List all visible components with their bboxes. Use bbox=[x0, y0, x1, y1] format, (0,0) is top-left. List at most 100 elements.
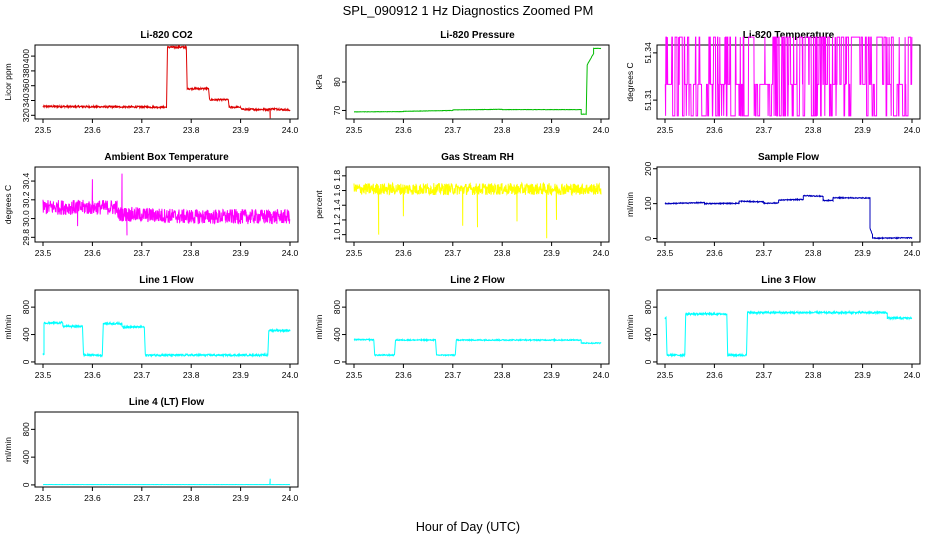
panel-5-y-tick-label: 1.2 bbox=[332, 214, 342, 226]
panel-7-y-label: ml/min bbox=[3, 314, 13, 339]
panel-4-frame bbox=[34, 166, 299, 243]
panel-4-y-tick-label: 30.2 bbox=[21, 191, 31, 208]
panel-6-y-tick-label: 200 bbox=[643, 161, 653, 175]
panel-10-x-tick-label: 23.6 bbox=[84, 493, 101, 503]
panel-1-title: Li-820 CO2 bbox=[140, 30, 193, 41]
panel-10-title: Line 4 (LT) Flow bbox=[129, 397, 205, 408]
panel-9-y-tick-label: 400 bbox=[643, 327, 653, 341]
panel-4-x-tick-label: 23.8 bbox=[183, 248, 200, 258]
panel-9-y-label: ml/min bbox=[625, 314, 635, 339]
panel-6-x-tick-label: 23.5 bbox=[657, 248, 674, 258]
panel-7-y-tick-label: 400 bbox=[21, 327, 31, 341]
panel-10: Line 4 (LT) Flow 23.5 23.6 23.7 23.8 23.9 24.0… bbox=[3, 397, 299, 503]
panel-7-x-tick-label: 24.0 bbox=[282, 370, 299, 380]
panel-1-x-tick-label: 23.5 bbox=[35, 125, 52, 135]
panel-6-x-tick-label: 23.8 bbox=[805, 248, 822, 258]
panel-9-frame bbox=[656, 289, 921, 365]
panel-7-frame bbox=[34, 289, 299, 365]
panel-1-y-label: Licor ppm bbox=[3, 63, 13, 100]
panel-10-y-tick-label: 400 bbox=[21, 450, 31, 464]
panel-3-y-tick-label: 51.31 bbox=[643, 89, 653, 111]
panel-7-title: Line 1 Flow bbox=[139, 275, 194, 286]
panel-7-y-tick-label: 0 bbox=[21, 359, 31, 364]
panel-5-x-tick-label: 23.5 bbox=[346, 248, 363, 258]
panel-1-y-tick-label: 400 bbox=[21, 49, 31, 63]
panel-4-x-tick-label: 24.0 bbox=[282, 248, 299, 258]
panel-8-x-tick-label: 23.6 bbox=[395, 370, 412, 380]
panel-5-y-tick-label: 1.8 bbox=[332, 170, 342, 182]
panel-grid: Li-820 CO2 23.5 23.6 23.7 23.8 23.9 24.0 320340… bbox=[3, 30, 921, 503]
panel-10-y-tick-label: 800 bbox=[21, 422, 31, 436]
panel-8-series-line bbox=[353, 337, 602, 358]
panel-10-x-tick-label: 23.8 bbox=[183, 493, 200, 503]
panel-2-x-tick-label: 23.9 bbox=[543, 125, 560, 135]
panel-10-x-tick-label: 23.5 bbox=[35, 493, 52, 503]
panel-6-x-tick-label: 23.7 bbox=[756, 248, 773, 258]
panel-7-x-tick-label: 23.6 bbox=[84, 370, 101, 380]
panel-8-title: Line 2 Flow bbox=[450, 275, 505, 286]
panel-6-x-tick-label: 23.6 bbox=[706, 248, 723, 258]
panel-9-x-tick-label: 23.5 bbox=[657, 370, 674, 380]
panel-8-x-tick-label: 23.7 bbox=[445, 370, 462, 380]
panel-2-y-tick-label: 70 bbox=[332, 105, 342, 115]
panel-6: Sample Flow 23.5 23.6 23.7 23.8 23.9 24.0 0 100 2… bbox=[625, 152, 921, 258]
panel-2-x-tick-label: 24.0 bbox=[593, 125, 610, 135]
panel-1-x-tick-label: 23.9 bbox=[232, 125, 249, 135]
panel-2-y-tick-label: 80 bbox=[332, 77, 342, 87]
panel-9-title: Line 3 Flow bbox=[761, 275, 816, 286]
panel-2-x-tick-label: 23.6 bbox=[395, 125, 412, 135]
panel-8-x-tick-label: 23.5 bbox=[346, 370, 363, 380]
panel-1-x-tick-label: 24.0 bbox=[282, 125, 299, 135]
panel-1-y-tick-label: 380 bbox=[21, 64, 31, 78]
panel-5-frame bbox=[345, 166, 610, 243]
panel-4-y-tick-label: 30.4 bbox=[21, 173, 31, 190]
panel-4-title: Ambient Box Temperature bbox=[104, 152, 229, 163]
panel-5-y-tick-label: 1.4 bbox=[332, 199, 342, 211]
panel-1-series-line bbox=[42, 44, 291, 119]
panel-3-x-tick-label: 24.0 bbox=[904, 125, 921, 135]
panel-4-series-line bbox=[42, 173, 291, 236]
panel-8: Line 2 Flow 23.5 23.6 23.7 23.8 23.9 24.0 0 400 8… bbox=[314, 275, 610, 380]
panel-7-x-tick-label: 23.7 bbox=[134, 370, 151, 380]
panel-4-y-tick-label: 29.8 bbox=[21, 229, 31, 246]
panel-3-x-tick-label: 23.7 bbox=[756, 125, 773, 135]
panel-1-frame bbox=[34, 44, 299, 120]
panel-7-x-tick-label: 23.9 bbox=[232, 370, 249, 380]
panel-5-x-tick-label: 24.0 bbox=[593, 248, 610, 258]
panel-8-y-tick-label: 400 bbox=[332, 327, 342, 341]
figure-x-label: Hour of Day (UTC) bbox=[416, 520, 520, 534]
panel-2-title: Li-820 Pressure bbox=[440, 30, 515, 41]
panel-5-x-tick-label: 23.8 bbox=[494, 248, 511, 258]
panel-7: Line 1 Flow 23.5 23.6 23.7 23.8 23.9 24.0 0 400 8… bbox=[3, 275, 299, 380]
panel-4: Ambient Box Temperature 23.5 23.6 23.7 23.8 2… bbox=[3, 152, 299, 258]
panel-6-x-tick-label: 24.0 bbox=[904, 248, 921, 258]
panel-2: Li-820 Pressure 23.5 23.6 23.7 23.8 23.9 24.0 7… bbox=[314, 30, 610, 135]
panel-3-title: Li-820 Temperature bbox=[743, 30, 835, 41]
panel-5-x-tick-label: 23.7 bbox=[445, 248, 462, 258]
panel-10-frame bbox=[34, 411, 299, 488]
panel-10-x-tick-label: 23.7 bbox=[134, 493, 151, 503]
panel-5-x-tick-label: 23.9 bbox=[543, 248, 560, 258]
panel-9-x-tick-label: 23.8 bbox=[805, 370, 822, 380]
panel-7-series-line bbox=[42, 320, 291, 358]
panel-6-series-line bbox=[664, 194, 913, 241]
panel-8-y-tick-label: 800 bbox=[332, 300, 342, 314]
panel-1-y-tick-label: 340 bbox=[21, 93, 31, 107]
panel-4-x-tick-label: 23.9 bbox=[232, 248, 249, 258]
panel-8-x-tick-label: 23.8 bbox=[494, 370, 511, 380]
panel-6-y-label: ml/min bbox=[625, 192, 635, 217]
panel-7-y-tick-label: 800 bbox=[21, 300, 31, 314]
panel-5-series-line bbox=[353, 181, 602, 239]
panel-3-x-tick-label: 23.8 bbox=[805, 125, 822, 135]
panel-2-series-line bbox=[354, 47, 602, 116]
panel-9-series-line bbox=[664, 309, 913, 358]
panel-7-x-tick-label: 23.5 bbox=[35, 370, 52, 380]
panel-1-x-tick-label: 23.6 bbox=[84, 125, 101, 135]
panel-3-y-tick-label: 51.34 bbox=[643, 42, 653, 64]
panel-10-series-line bbox=[43, 478, 291, 486]
panel-8-x-tick-label: 23.9 bbox=[543, 370, 560, 380]
panel-6-y-tick-label: 0 bbox=[643, 236, 653, 241]
panel-8-y-tick-label: 0 bbox=[332, 359, 342, 364]
panel-1-x-tick-label: 23.7 bbox=[134, 125, 151, 135]
